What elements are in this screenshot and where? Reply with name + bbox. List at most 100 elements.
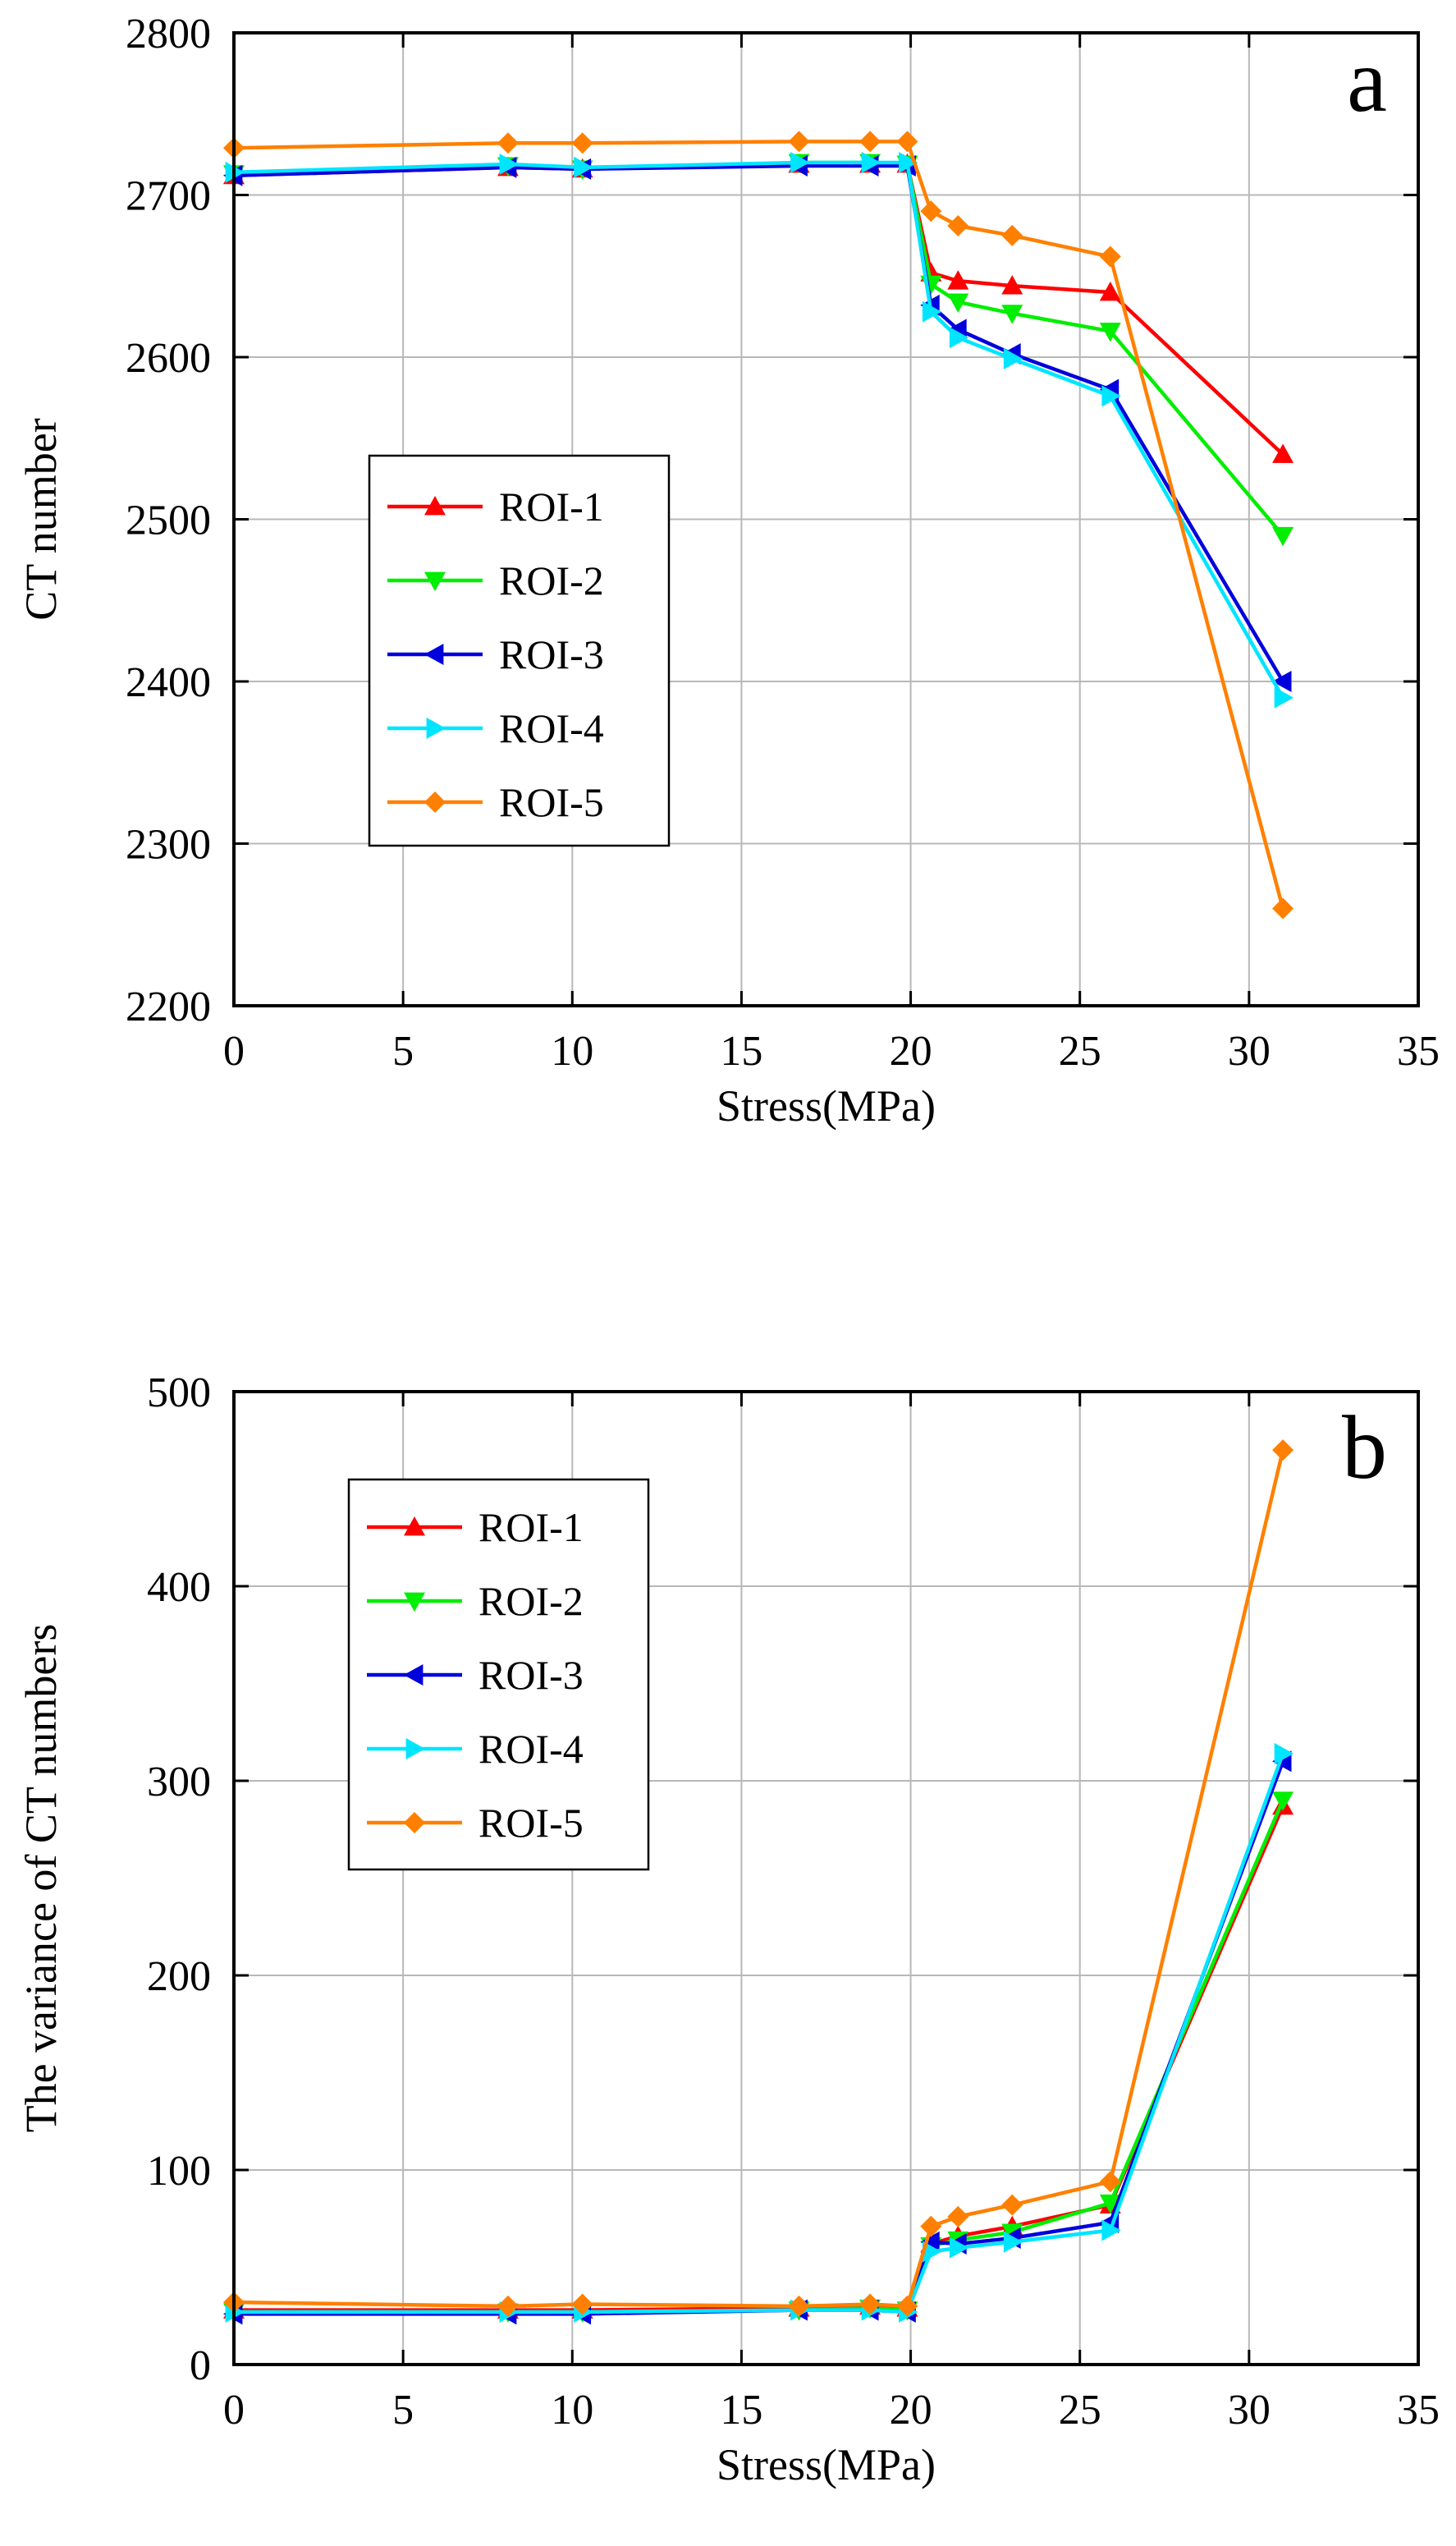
y-tick-label: 2200 bbox=[126, 984, 211, 1030]
data-point-roi-5 bbox=[1272, 1439, 1294, 1461]
data-point-roi-5 bbox=[896, 2295, 918, 2317]
y-axis-label: The variance of CT numbers bbox=[16, 1624, 66, 2133]
y-axis-label: CT number bbox=[16, 418, 66, 620]
y-tick-label: 2400 bbox=[126, 659, 211, 706]
legend-marker-roi-4 bbox=[405, 1738, 425, 1759]
data-point-roi-4 bbox=[1003, 2231, 1023, 2253]
x-tick-label: 15 bbox=[720, 1028, 762, 1075]
x-tick-label: 35 bbox=[1397, 1028, 1440, 1075]
panel-letter: a bbox=[1347, 30, 1387, 131]
y-tick-label: 2300 bbox=[126, 822, 211, 869]
data-point-roi-4 bbox=[1101, 2219, 1121, 2241]
x-tick-label: 0 bbox=[223, 2387, 245, 2434]
data-point-roi-4 bbox=[1274, 686, 1294, 709]
data-point-roi-5 bbox=[1099, 245, 1121, 268]
x-tick-label: 35 bbox=[1397, 2387, 1440, 2434]
data-point-roi-2 bbox=[1099, 2194, 1121, 2214]
data-point-roi-5 bbox=[1099, 2171, 1121, 2193]
data-point-roi-4 bbox=[949, 327, 969, 349]
y-tick-label: 2700 bbox=[126, 173, 211, 220]
data-point-roi-5 bbox=[896, 131, 918, 153]
data-point-roi-1 bbox=[1099, 282, 1121, 301]
data-point-roi-2 bbox=[1099, 323, 1121, 342]
legend-label-roi-2: ROI-2 bbox=[478, 1578, 584, 1624]
x-axis-label: Stress(MPa) bbox=[717, 2440, 936, 2489]
data-point-roi-5 bbox=[1001, 2194, 1023, 2216]
data-point-roi-3 bbox=[1272, 671, 1292, 692]
legend-label-roi-1: ROI-1 bbox=[478, 1504, 584, 1550]
legend-marker-roi-2 bbox=[424, 571, 446, 591]
data-point-roi-2 bbox=[1272, 526, 1294, 547]
y-tick-label: 100 bbox=[147, 2148, 211, 2195]
data-point-roi-5 bbox=[1001, 224, 1023, 246]
x-tick-label: 20 bbox=[890, 2387, 932, 2434]
series-line-roi-1 bbox=[234, 1805, 1285, 2312]
x-tick-label: 0 bbox=[223, 1028, 245, 1075]
y-tick-label: 200 bbox=[147, 1953, 211, 2000]
x-axis-label: Stress(MPa) bbox=[717, 1081, 936, 1131]
data-point-roi-2 bbox=[920, 275, 942, 296]
legend-label-roi-5: ROI-5 bbox=[478, 1800, 584, 1846]
legend-marker-roi-4 bbox=[426, 718, 446, 739]
data-point-roi-5 bbox=[497, 2295, 519, 2317]
data-point-roi-4 bbox=[1003, 347, 1023, 369]
data-point-roi-4 bbox=[899, 152, 918, 173]
data-point-roi-5 bbox=[1272, 897, 1294, 920]
legend-marker-roi-3 bbox=[404, 1664, 424, 1686]
chart-panel-a: 0 5 10 15 20 25 30 35 2200 2300 2400 2500 2600 2700 28… bbox=[16, 11, 1440, 1131]
legend-marker-roi-5 bbox=[424, 791, 446, 813]
data-point-roi-5 bbox=[571, 2293, 593, 2315]
data-point-roi-1 bbox=[1272, 443, 1294, 463]
x-tick-label: 10 bbox=[551, 1028, 593, 1075]
legend-marker-roi-2 bbox=[404, 1592, 425, 1612]
data-point-roi-5 bbox=[859, 131, 881, 153]
data-point-roi-5 bbox=[571, 132, 593, 154]
data-point-roi-4 bbox=[790, 152, 810, 173]
data-point-roi-1 bbox=[1001, 275, 1023, 295]
x-tick-label: 30 bbox=[1228, 1028, 1271, 1075]
chart-panel-b: 0 5 10 15 20 25 30 35 0 100 200 300 400 500 Stress(MPa… bbox=[16, 1369, 1440, 2489]
y-tick-label: 2600 bbox=[126, 335, 211, 382]
legend-marker-roi-1 bbox=[424, 496, 446, 516]
x-tick-label: 10 bbox=[551, 2387, 593, 2434]
x-tick-label: 25 bbox=[1059, 1028, 1101, 1075]
legend-marker-roi-3 bbox=[424, 644, 444, 665]
legend-label-roi-4: ROI-4 bbox=[478, 1726, 584, 1772]
data-point-roi-4 bbox=[861, 152, 881, 173]
x-tick-label: 25 bbox=[1059, 2387, 1101, 2434]
legend: ROI-1 ROI-2 ROI-3 ROI-4 ROI-5 bbox=[368, 454, 671, 847]
data-point-roi-4 bbox=[922, 300, 942, 323]
data-point-roi-5 bbox=[859, 2293, 881, 2315]
data-point-roi-5 bbox=[788, 131, 810, 153]
data-point-roi-3 bbox=[920, 2231, 940, 2253]
y-tick-label: 300 bbox=[147, 1759, 211, 1805]
data-point-roi-4 bbox=[1274, 1742, 1294, 1764]
data-point-roi-2 bbox=[1001, 305, 1023, 324]
data-point-roi-4 bbox=[1101, 385, 1121, 407]
data-point-roi-4 bbox=[499, 153, 519, 175]
data-point-roi-5 bbox=[947, 215, 969, 237]
legend-marker-roi-5 bbox=[404, 1812, 425, 1833]
data-point-roi-4 bbox=[949, 2236, 969, 2259]
data-point-roi-5 bbox=[947, 2205, 969, 2227]
x-tick-label: 30 bbox=[1228, 2387, 1271, 2434]
data-point-roi-1 bbox=[947, 270, 969, 290]
legend-label-roi-4: ROI-4 bbox=[499, 705, 604, 751]
series-line-roi-2 bbox=[234, 1799, 1285, 2314]
x-tick-label: 5 bbox=[392, 2387, 414, 2434]
legend-label-roi-2: ROI-2 bbox=[499, 557, 604, 603]
x-tick-label: 5 bbox=[392, 1028, 414, 1075]
y-tick-label: 2500 bbox=[126, 498, 211, 544]
legend-label-roi-1: ROI-1 bbox=[499, 484, 604, 530]
data-point-roi-4 bbox=[922, 2241, 942, 2263]
data-point-roi-5 bbox=[788, 2295, 810, 2317]
data-point-roi-2 bbox=[947, 293, 969, 313]
data-point-roi-5 bbox=[920, 200, 942, 222]
y-tick-label: 400 bbox=[147, 1564, 211, 1611]
y-tick-label: 2800 bbox=[126, 11, 211, 57]
plot-frame bbox=[232, 31, 1420, 1007]
y-tick-label: 0 bbox=[190, 2342, 211, 2389]
legend-box bbox=[368, 454, 671, 847]
legend: ROI-1 ROI-2 ROI-3 ROI-4 ROI-5 bbox=[347, 1478, 650, 1871]
